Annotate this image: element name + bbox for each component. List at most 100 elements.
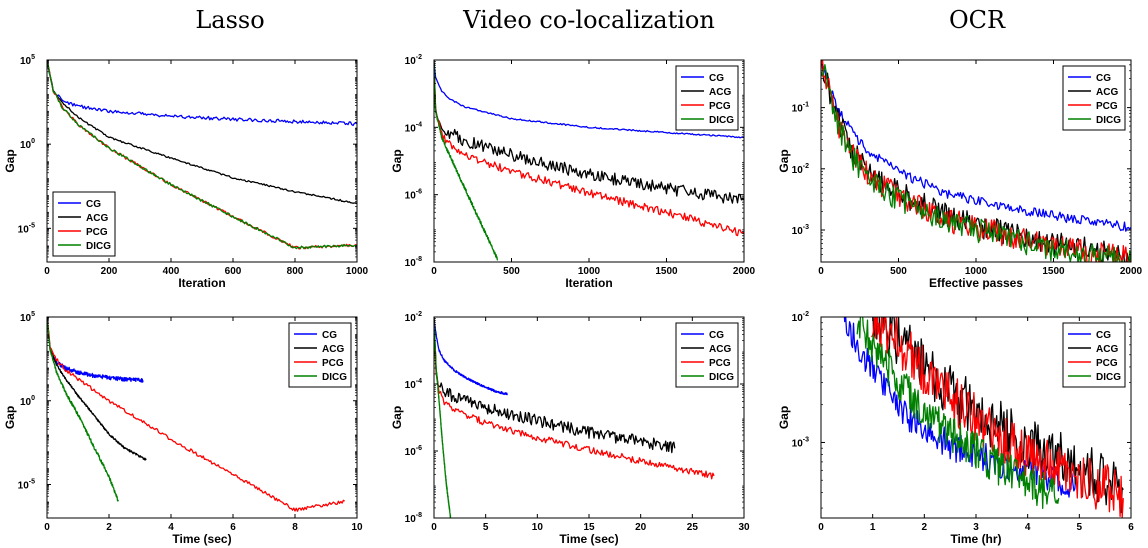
legend: CG ACG PCG DICG: [288, 322, 352, 388]
legend-label-cg: CG: [1096, 73, 1111, 84]
y-axis-label: Gap: [777, 149, 791, 172]
x-tick-label: 200: [101, 266, 118, 277]
legend: CG ACG PCG DICG: [52, 191, 116, 257]
x-axis-label: Effective passes: [929, 276, 1023, 290]
column-title-lasso: Lasso: [195, 6, 264, 34]
x-tick-label: 4: [1025, 522, 1031, 533]
legend-label-pcg: PCG: [1096, 358, 1118, 369]
y-tick-label: 10-6: [405, 189, 422, 202]
legend-label-pcg: PCG: [322, 358, 344, 369]
chart-4: 0 2 4 6 8 10 105 100 10-5 Time (sec) Gap CG ACG PCG DI…: [3, 311, 363, 546]
x-tick-label: 1000: [578, 266, 601, 277]
y-tick-label: 105: [20, 311, 35, 324]
series-line-cg: [434, 62, 744, 139]
legend-label-acg: ACG: [1096, 87, 1118, 98]
y-tick-label: 105: [20, 54, 35, 67]
legend: CG ACG PCG DICG: [1062, 322, 1126, 388]
x-tick-label: 1500: [1042, 266, 1065, 277]
y-axis-label: Gap: [777, 406, 791, 429]
y-axis-label: Gap: [3, 406, 17, 429]
y-tick-label: 10-3: [792, 436, 809, 449]
legend-label-cg: CG: [86, 199, 101, 210]
x-tick-label: 5: [483, 522, 489, 533]
plot-area: [843, 317, 1124, 518]
y-tick-label: 10-4: [405, 378, 422, 391]
x-tick-label: 0: [44, 266, 50, 277]
legend-label-pcg: PCG: [709, 358, 731, 369]
series-line-cg: [47, 60, 357, 127]
x-tick-label: 30: [738, 522, 750, 533]
legend-label-acg: ACG: [322, 344, 344, 355]
y-tick-label: 10-5: [18, 222, 35, 235]
x-tick-label: 0: [44, 522, 50, 533]
series-line-pcg: [871, 317, 1124, 518]
x-tick-label: 6: [230, 522, 236, 533]
series-line-pcg: [434, 322, 715, 480]
y-tick-label: 10-5: [18, 479, 35, 492]
column-title-ocr: OCR: [949, 6, 1006, 34]
x-axis-label: Time (sec): [559, 532, 618, 546]
series-line-dicg: [47, 318, 119, 502]
y-tick-label: 100: [20, 138, 35, 151]
x-tick-label: 0: [818, 522, 824, 533]
series-line-dicg: [434, 321, 452, 518]
legend-label-dicg: DICG: [1096, 115, 1121, 126]
x-tick-label: 0: [431, 522, 437, 533]
x-axis-label: Time (hr): [950, 532, 1001, 546]
legend-label-pcg: PCG: [86, 227, 108, 238]
x-tick-label: 5: [1077, 522, 1083, 533]
x-axis-label: Iteration: [178, 276, 225, 290]
series-line-pcg: [434, 66, 744, 237]
y-tick-label: 100: [20, 395, 35, 408]
y-tick-label: 10-2: [405, 311, 422, 324]
legend-label-acg: ACG: [86, 213, 108, 224]
y-tick-label: 10-4: [405, 121, 422, 134]
x-tick-label: 6: [1128, 522, 1134, 533]
plot-frame: [46, 316, 358, 519]
x-tick-label: 600: [225, 266, 242, 277]
x-tick-label: 15: [583, 522, 595, 533]
legend-label-dicg: DICG: [322, 372, 347, 383]
x-tick-label: 2: [106, 522, 112, 533]
series-line-dicg: [434, 64, 499, 261]
legend-label-dicg: DICG: [1096, 372, 1121, 383]
legend-label-dicg: DICG: [86, 241, 111, 252]
y-tick-label: 10-2: [405, 54, 422, 67]
x-axis-label: Time (sec): [172, 532, 231, 546]
x-tick-label: 2000: [733, 266, 756, 277]
series-line-cg: [821, 60, 1131, 232]
x-tick-label: 400: [163, 266, 180, 277]
chart-6: 0 1 2 3 4 5 6 10-2 10-3 Time (hr) Gap CG ACG PCG DICG: [777, 311, 1134, 546]
legend-label-cg: CG: [709, 73, 724, 84]
series-line-acg: [47, 60, 357, 205]
y-tick-label: 10-2: [792, 163, 809, 176]
legend-label-acg: ACG: [709, 344, 731, 355]
chart-1: 0 200 400 600 800 1000 105 100 10-5 Iteration Gap C…: [3, 54, 369, 290]
legend-label-dicg: DICG: [709, 115, 734, 126]
chart-2: 0 500 1000 1500 2000 10-2 10-4 10-6 10-8 Iteratio…: [390, 54, 756, 290]
plot-area: [434, 317, 715, 518]
x-tick-label: 0: [818, 266, 824, 277]
series-line-cg: [434, 319, 508, 396]
x-tick-label: 4: [168, 522, 174, 533]
series-line-acg: [434, 60, 744, 204]
x-tick-label: 20: [635, 522, 647, 533]
y-axis-label: Gap: [390, 406, 404, 429]
legend-label-cg: CG: [1096, 330, 1111, 341]
legend: CG ACG PCG DICG: [675, 65, 739, 131]
legend-label-acg: ACG: [1096, 344, 1118, 355]
x-tick-label: 0: [431, 266, 437, 277]
x-tick-label: 3: [973, 522, 979, 533]
legend-label-pcg: PCG: [709, 101, 731, 112]
legend: CG ACG PCG DICG: [675, 322, 739, 388]
x-axis-label: Iteration: [565, 276, 612, 290]
y-tick-label: 10-8: [405, 256, 422, 269]
x-tick-label: 8: [292, 522, 298, 533]
legend-label-pcg: PCG: [1096, 101, 1118, 112]
chart-5: 0 5 10 15 20 25 30 10-2 10-4 10-6 10-8 Time (sec) Ga…: [390, 311, 750, 546]
series-line-dicg: [47, 61, 357, 250]
legend-label-dicg: DICG: [709, 372, 734, 383]
y-tick-label: 10-6: [405, 445, 422, 458]
x-tick-label: 25: [687, 522, 699, 533]
